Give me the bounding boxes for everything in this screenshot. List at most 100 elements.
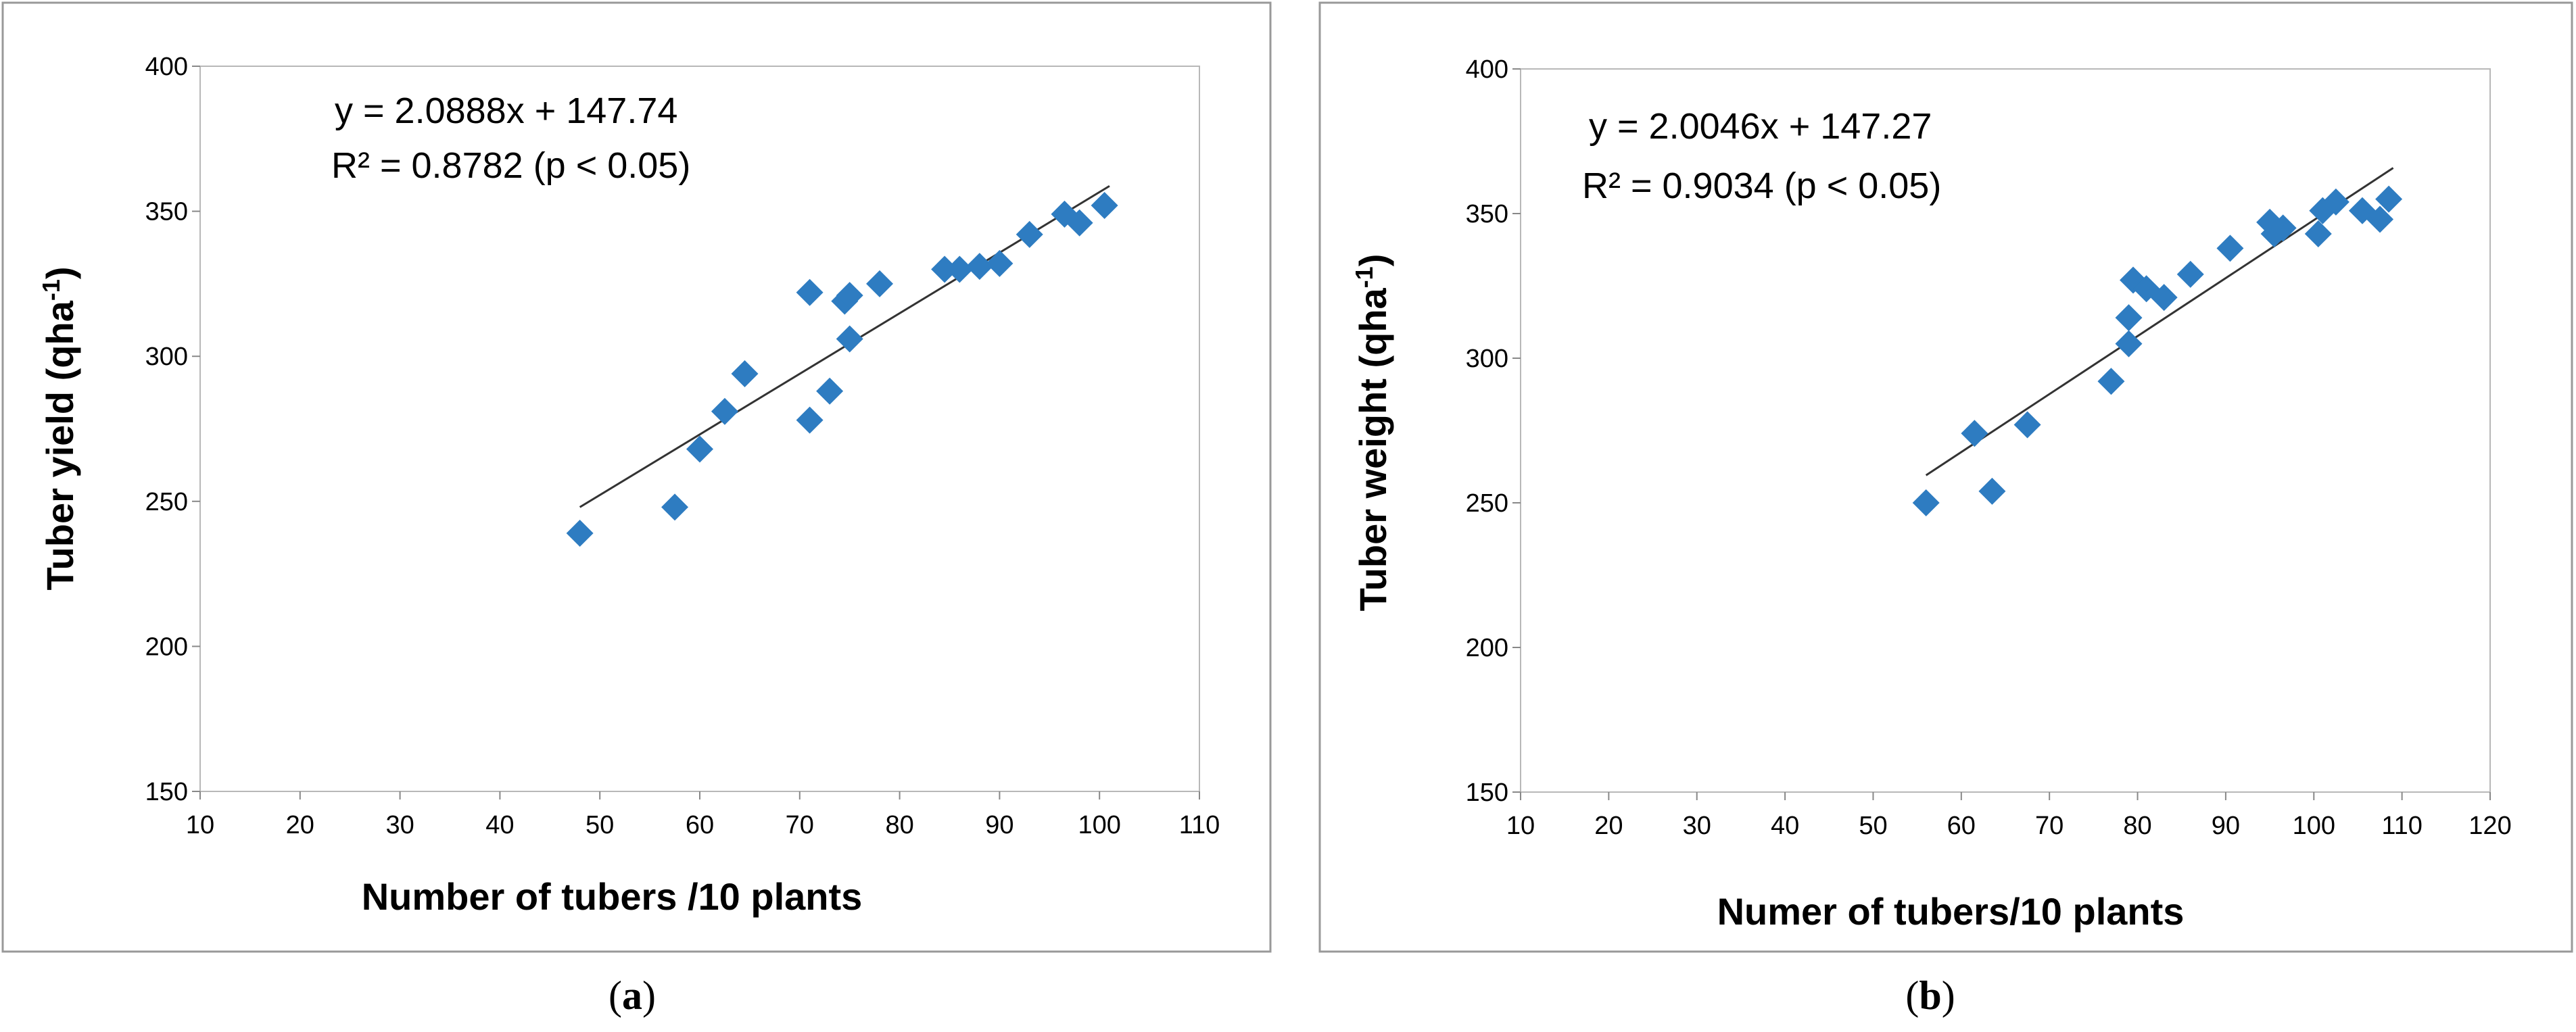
y-axis-title-b: Tuber weight (qha-1) — [1350, 254, 1394, 612]
r-squared-b: R² = 0.9034 (p < 0.05) — [1582, 166, 1941, 206]
data-point-b — [1961, 420, 1988, 447]
data-point-b — [2176, 260, 2204, 288]
x-tick-label-b: 60 — [1947, 812, 1976, 840]
panel-label-b: b — [1919, 973, 1941, 1018]
y-tick-label-b: 300 — [1466, 345, 1508, 373]
chart-frame-a — [1, 1, 1272, 953]
x-tick-label-b: 70 — [2035, 812, 2064, 840]
data-point-a — [836, 282, 863, 310]
x-tick-label-a: 100 — [1078, 811, 1120, 839]
y-tick-label-b: 400 — [1466, 55, 1508, 84]
r-squared-a: R² = 0.8782 (p < 0.05) — [331, 145, 690, 186]
data-point-b — [2115, 330, 2143, 358]
y-tick-label-b: 250 — [1466, 489, 1508, 518]
y-axis-title-b-sup: -1 — [1350, 266, 1378, 288]
data-point-b — [2115, 304, 2143, 332]
data-point-b — [2366, 205, 2394, 233]
panel-caption-b: (b) — [1905, 973, 1955, 1018]
data-point-b — [2322, 188, 2350, 216]
chart-panel-b: 150 200 250 300 350 400 10 20 30 40 50 60 70 80 90 100… — [1350, 55, 2512, 933]
x-tick-label-a: 90 — [985, 811, 1013, 839]
x-tick-label-a: 60 — [686, 811, 714, 839]
x-tick-label-a: 50 — [586, 811, 614, 839]
x-ticks-a: 10 20 30 40 50 60 70 80 90 100 110 — [186, 791, 1220, 839]
data-point-a — [1016, 220, 1043, 248]
panel-caption-a: (a) — [609, 973, 656, 1018]
data-point-a — [946, 255, 974, 283]
x-tick-label-b: 100 — [2293, 812, 2335, 840]
x-tick-label-a: 110 — [1179, 811, 1220, 839]
chart-frame-b — [1318, 1, 2573, 953]
data-point-b — [2216, 235, 2244, 262]
data-point-a — [866, 270, 894, 297]
y-ticks-a: 150 200 250 300 350 400 — [145, 53, 200, 806]
data-point-a — [816, 377, 844, 405]
plot-area-b — [1520, 68, 2491, 793]
x-tick-label-b: 10 — [1506, 812, 1535, 840]
y-ticks-b: 150 200 250 300 350 400 — [1466, 55, 1521, 807]
data-point-b — [1912, 489, 1940, 516]
trendline-group-b — [1925, 167, 2394, 476]
y-tick-label-a: 300 — [145, 343, 188, 371]
x-tick-label-b: 90 — [2212, 812, 2240, 840]
data-point-a — [1091, 192, 1118, 220]
y-tick-label-a: 150 — [145, 778, 188, 806]
y-tick-label-b: 200 — [1466, 634, 1508, 662]
x-tick-label-a: 30 — [385, 811, 414, 839]
data-point-a — [686, 435, 713, 463]
y-tick-label-b: 350 — [1466, 200, 1508, 228]
data-point-a — [796, 278, 824, 306]
y-axis-title-a-end: ) — [39, 266, 81, 279]
x-tick-label-a: 70 — [786, 811, 814, 839]
x-tick-label-b: 120 — [2468, 812, 2511, 840]
x-tick-label-b: 40 — [1771, 812, 1799, 840]
x-tick-label-a: 10 — [186, 811, 214, 839]
y-tick-label-a: 350 — [145, 198, 188, 226]
regression-equation-b: y = 2.0046x + 147.27 — [1589, 106, 1932, 147]
data-point-a — [986, 249, 1013, 277]
x-tick-label-b: 20 — [1594, 812, 1623, 840]
data-point-a — [836, 325, 863, 353]
x-axis-title-b: Numer of tubers/10 plants — [1717, 890, 2185, 933]
panel-label-a: a — [622, 973, 642, 1018]
chart-panel-a: 150 200 250 300 350 400 10 20 30 40 50 60 70 80 90 100… — [37, 53, 1220, 918]
data-point-b — [1978, 477, 2006, 505]
data-point-a — [731, 360, 759, 387]
data-point-a — [566, 520, 594, 547]
y-axis-title-a-main: Tuber yield (qha — [39, 300, 81, 590]
data-point-a — [965, 253, 993, 280]
data-points-a — [566, 192, 1118, 547]
x-tick-label-a: 40 — [485, 811, 514, 839]
x-tick-label-a: 80 — [885, 811, 913, 839]
regression-equation-a: y = 2.0888x + 147.74 — [335, 91, 677, 131]
y-tick-label-a: 400 — [145, 53, 188, 81]
data-point-b — [2375, 185, 2403, 213]
y-tick-label-a: 250 — [145, 488, 188, 516]
x-tick-label-b: 50 — [1859, 812, 1887, 840]
x-axis-title-a: Number of tubers /10 plants — [362, 875, 863, 918]
data-point-a — [931, 255, 959, 283]
y-tick-label-b: 150 — [1466, 779, 1508, 807]
data-points-b — [1912, 185, 2403, 516]
x-tick-label-b: 110 — [2381, 812, 2423, 840]
y-axis-title-b-main: Tuber weight (qha — [1352, 287, 1394, 611]
data-point-a — [796, 406, 824, 434]
y-axis-title-a: Tuber yield (qha-1) — [37, 266, 81, 590]
x-ticks-b: 10 20 30 40 50 60 70 80 90 100 110 120 — [1506, 792, 2512, 840]
y-tick-label-a: 200 — [145, 633, 188, 661]
x-tick-label-b: 80 — [2123, 812, 2151, 840]
data-point-a — [661, 493, 689, 521]
data-point-a — [1066, 209, 1093, 237]
data-point-b — [2013, 411, 2041, 439]
y-axis-title-b-end: ) — [1352, 254, 1394, 267]
x-tick-label-b: 30 — [1683, 812, 1711, 840]
data-point-a — [711, 397, 738, 425]
data-point-b — [2304, 220, 2332, 247]
trendline-b — [1925, 167, 2394, 476]
x-tick-label-a: 20 — [286, 811, 314, 839]
data-point-b — [2150, 284, 2178, 312]
y-axis-title-a-sup: -1 — [37, 279, 65, 301]
data-point-b — [2097, 368, 2125, 395]
data-point-b — [2269, 214, 2297, 242]
